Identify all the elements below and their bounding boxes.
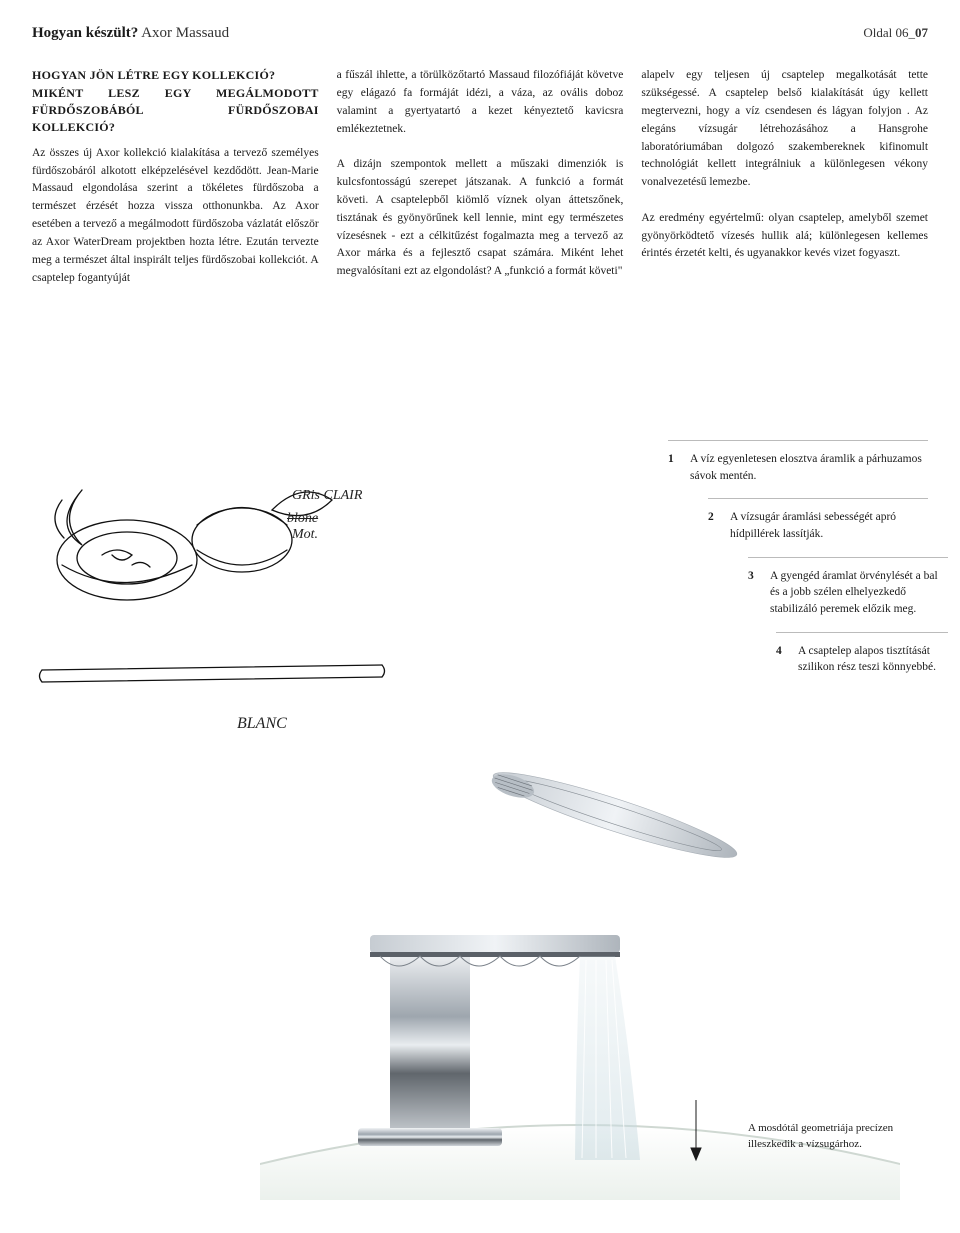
- feature-text: A csaptelep alapos tisztítását szilikon …: [798, 643, 948, 676]
- feature-text: A víz egyenletesen elosztva áramlik a pá…: [690, 451, 928, 484]
- column-3: alapelv egy teljesen új csaptelep megalk…: [641, 67, 928, 287]
- page-header: Hogyan készült? Axor Massaud Oldal 06_07: [32, 22, 928, 45]
- sketch-note-3: Mot.: [292, 524, 318, 546]
- feature-num: 2: [708, 509, 720, 542]
- concept-sketch: GRis CLAIR blone Mot. BLANC: [32, 430, 392, 750]
- feature-list: 1 A víz egyenletesen elosztva áramlik a …: [668, 440, 928, 690]
- feature-item-3: 3 A gyengéd áramlat örvénylését a bal és…: [748, 557, 948, 632]
- column-1: HOGYAN JÖN LÉTRE EGY KOLLEKCIÓ? MIKÉNT L…: [32, 67, 319, 287]
- page-number-prefix: Oldal 06_: [863, 25, 915, 40]
- sketch-note-1: GRis CLAIR: [292, 485, 362, 507]
- intro-heading-line1: HOGYAN JÖN LÉTRE EGY KOLLEKCIÓ?: [32, 68, 275, 82]
- col1-text: Az összes új Axor kollekció kialakítása …: [32, 147, 319, 284]
- body-columns: HOGYAN JÖN LÉTRE EGY KOLLEKCIÓ? MIKÉNT L…: [32, 67, 928, 287]
- feature-item-2: 2 A vízsugár áramlási sebességét apró hí…: [708, 498, 928, 556]
- feature-num: 3: [748, 568, 760, 618]
- feature-text: A gyengéd áramlat örvénylését a bal és a…: [770, 568, 948, 618]
- column-2: a fűszál ihlette, a törülközőtartó Massa…: [337, 67, 624, 287]
- intro-heading: HOGYAN JÖN LÉTRE EGY KOLLEKCIÓ? MIKÉNT L…: [32, 67, 319, 137]
- title-light: Axor Massaud: [138, 25, 229, 41]
- feature-num: 4: [776, 643, 788, 676]
- document-title: Hogyan készült? Axor Massaud: [32, 22, 229, 45]
- col3-text: alapelv egy teljesen új csaptelep megalk…: [641, 69, 928, 259]
- feature-item-4: 4 A csaptelep alapos tisztítását sziliko…: [776, 632, 948, 690]
- feature-item-1: 1 A víz egyenletesen elosztva áramlik a …: [668, 440, 928, 498]
- intro-heading-line2: MIKÉNT LESZ EGY MEGÁLMODOTT FÜRDŐSZOBÁBÓ…: [32, 86, 319, 135]
- col2-text: a fűszál ihlette, a törülközőtartó Massa…: [337, 69, 624, 277]
- title-bold: Hogyan készült?: [32, 25, 138, 41]
- page-number-bold: 07: [915, 25, 928, 40]
- feature-text: A vízsugár áramlási sebességét apró hídp…: [730, 509, 928, 542]
- basin-caption: A mosdótál geometriája precízen illeszke…: [748, 1121, 928, 1153]
- feature-num: 1: [668, 451, 680, 484]
- page-number: Oldal 06_07: [863, 23, 928, 43]
